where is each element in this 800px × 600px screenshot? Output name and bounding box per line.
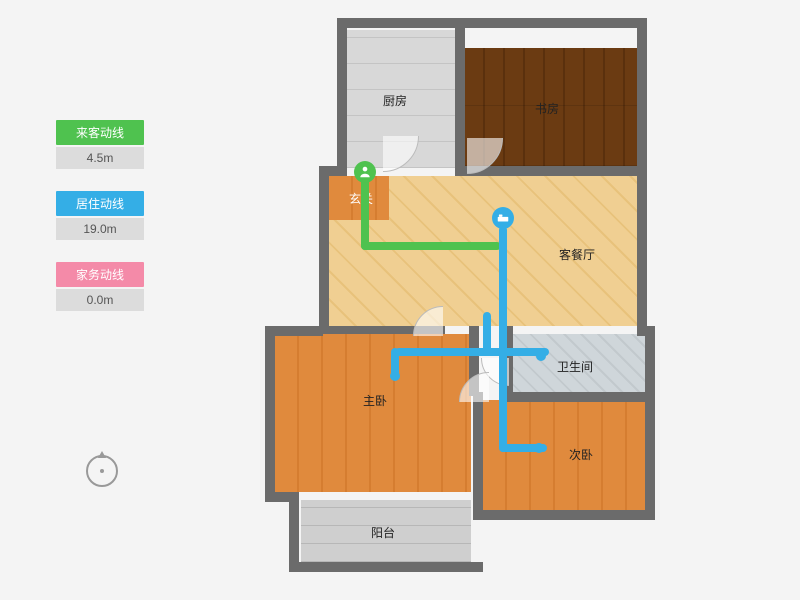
room-label-bathroom: 卫生间 <box>557 358 593 375</box>
wall <box>637 18 647 176</box>
legend-label-guest: 来客动线 <box>56 120 144 145</box>
legend-value-living: 19.0m <box>56 218 144 240</box>
path-guest <box>361 174 369 250</box>
room-label-balcony: 阳台 <box>371 524 395 541</box>
room-second <box>483 400 645 510</box>
path-living <box>499 226 507 356</box>
legend-label-living: 居住动线 <box>56 191 144 216</box>
wall <box>265 326 275 500</box>
path-living <box>499 348 507 452</box>
room-label-living: 客餐厅 <box>559 246 595 263</box>
legend-item-chore: 家务动线 0.0m <box>56 262 144 311</box>
room-label-second: 次卧 <box>569 446 593 463</box>
legend-label-chore: 家务动线 <box>56 262 144 287</box>
path-endpoint-living <box>534 443 544 453</box>
person-icon <box>354 161 376 183</box>
path-endpoint-living <box>390 371 400 381</box>
wall <box>289 492 299 570</box>
legend-item-guest: 来客动线 4.5m <box>56 120 144 169</box>
wall <box>637 166 647 334</box>
legend-item-living: 居住动线 19.0m <box>56 191 144 240</box>
wall <box>503 392 655 402</box>
wall <box>473 510 655 520</box>
floor-plan: 厨房书房客餐厅玄关主卧卫生间次卧阳台 <box>265 18 675 578</box>
path-guest <box>361 242 501 250</box>
compass-icon <box>86 455 118 487</box>
wall <box>337 18 647 28</box>
wall <box>473 392 483 520</box>
legend: 来客动线 4.5m 居住动线 19.0m 家务动线 0.0m <box>56 120 144 333</box>
wall <box>645 326 655 520</box>
wall <box>337 18 347 176</box>
wall <box>289 562 483 572</box>
wall <box>455 28 465 174</box>
room-label-study: 书房 <box>535 100 559 117</box>
legend-value-guest: 4.5m <box>56 147 144 169</box>
path-endpoint-living <box>536 351 546 361</box>
legend-value-chore: 0.0m <box>56 289 144 311</box>
room-label-master: 主卧 <box>363 392 387 409</box>
bed-icon <box>492 207 514 229</box>
room-label-kitchen: 厨房 <box>383 92 407 109</box>
wall <box>319 166 329 334</box>
room-master <box>275 334 471 492</box>
